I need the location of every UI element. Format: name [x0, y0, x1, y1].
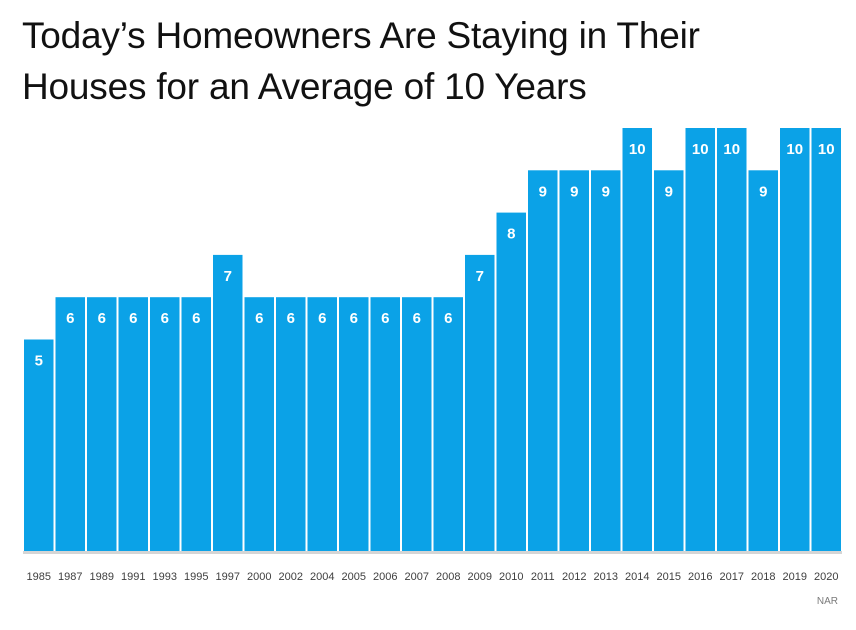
x-tick-label-1993: 1993 — [153, 571, 177, 583]
bar-2019 — [780, 128, 810, 551]
data-label-2008: 6 — [444, 310, 452, 327]
data-label-2002: 6 — [287, 310, 295, 327]
bar-2010 — [496, 212, 526, 551]
x-tick-label-2012: 2012 — [562, 571, 586, 583]
bar-1989 — [87, 297, 117, 551]
data-label-2006: 6 — [381, 310, 389, 327]
x-tick-label-2007: 2007 — [405, 571, 429, 583]
data-label-1997: 7 — [224, 268, 232, 285]
x-tick-label-1997: 1997 — [216, 571, 240, 583]
bar-1985 — [24, 339, 54, 551]
x-tick-label-1989: 1989 — [90, 571, 114, 583]
x-tick-label-2020: 2020 — [814, 571, 838, 583]
bar-1995 — [181, 297, 211, 551]
x-tick-label-2005: 2005 — [342, 571, 366, 583]
x-tick-label-2019: 2019 — [783, 571, 807, 583]
bar-2017 — [717, 128, 747, 551]
bar-2014 — [622, 128, 652, 551]
bar-2011 — [528, 170, 558, 552]
bar-2016 — [685, 128, 715, 551]
chart-title: Today’s Homeowners Are Staying in Their … — [22, 10, 842, 112]
x-tick-label-2017: 2017 — [720, 571, 744, 583]
bar-2002 — [276, 297, 306, 551]
x-tick-label-1985: 1985 — [27, 571, 51, 583]
bar-2005 — [339, 297, 369, 551]
chart-title-line-2: Houses for an Average of 10 Years — [22, 66, 587, 107]
x-tick-label-2004: 2004 — [310, 571, 334, 583]
x-tick-label-2016: 2016 — [688, 571, 712, 583]
x-tick-label-2015: 2015 — [657, 571, 681, 583]
bar-2004 — [307, 297, 337, 551]
x-tick-label-2018: 2018 — [751, 571, 775, 583]
data-label-2020: 10 — [818, 141, 835, 158]
bar-1993 — [150, 297, 180, 551]
data-label-2017: 10 — [723, 141, 740, 158]
x-tick-label-2006: 2006 — [373, 571, 397, 583]
x-tick-label-2013: 2013 — [594, 571, 618, 583]
baseline — [23, 551, 842, 554]
bar-1991 — [118, 297, 148, 551]
data-label-1987: 6 — [66, 310, 74, 327]
data-label-1989: 6 — [98, 310, 106, 327]
source-note: NAR — [816, 596, 838, 607]
data-label-2019: 10 — [786, 141, 803, 158]
x-tick-label-2011: 2011 — [531, 571, 555, 583]
data-label-2000: 6 — [255, 310, 263, 327]
data-label-2007: 6 — [413, 310, 421, 327]
bar-2006 — [370, 297, 400, 551]
chart-title-line-1: Today’s Homeowners Are Staying in Their — [22, 15, 700, 56]
bar-2000 — [244, 297, 274, 551]
bar-2012 — [559, 170, 589, 552]
x-tick-label-2014: 2014 — [625, 571, 649, 583]
data-label-2011: 9 — [539, 183, 547, 200]
data-label-1985: 5 — [35, 353, 43, 370]
x-tick-label-2010: 2010 — [499, 571, 523, 583]
data-label-2013: 9 — [602, 183, 610, 200]
bar-2007 — [402, 297, 432, 551]
data-label-1991: 6 — [129, 310, 137, 327]
data-label-2018: 9 — [759, 183, 767, 200]
data-label-2012: 9 — [570, 183, 578, 200]
bar-2015 — [654, 170, 684, 552]
x-tick-label-1995: 1995 — [184, 571, 208, 583]
data-label-2004: 6 — [318, 310, 326, 327]
bar-2020 — [811, 128, 841, 551]
x-tick-label-2002: 2002 — [279, 571, 303, 583]
bar-1987 — [55, 297, 85, 551]
x-tick-label-1991: 1991 — [121, 571, 145, 583]
bar-1997 — [213, 254, 243, 551]
data-label-2016: 10 — [692, 141, 709, 158]
data-label-1993: 6 — [161, 310, 169, 327]
x-tick-label-2009: 2009 — [468, 571, 492, 583]
x-tick-label-2008: 2008 — [436, 571, 460, 583]
bar-2018 — [748, 170, 778, 552]
x-tick-label-2000: 2000 — [247, 571, 271, 583]
x-tick-label-1987: 1987 — [58, 571, 82, 583]
data-label-1995: 6 — [192, 310, 200, 327]
data-label-2009: 7 — [476, 268, 484, 285]
bar-2013 — [591, 170, 621, 552]
data-label-2005: 6 — [350, 310, 358, 327]
data-label-2015: 9 — [665, 183, 673, 200]
bar-2008 — [433, 297, 463, 551]
data-label-2010: 8 — [507, 226, 515, 243]
data-label-2014: 10 — [629, 141, 646, 158]
bar-2009 — [465, 254, 495, 551]
